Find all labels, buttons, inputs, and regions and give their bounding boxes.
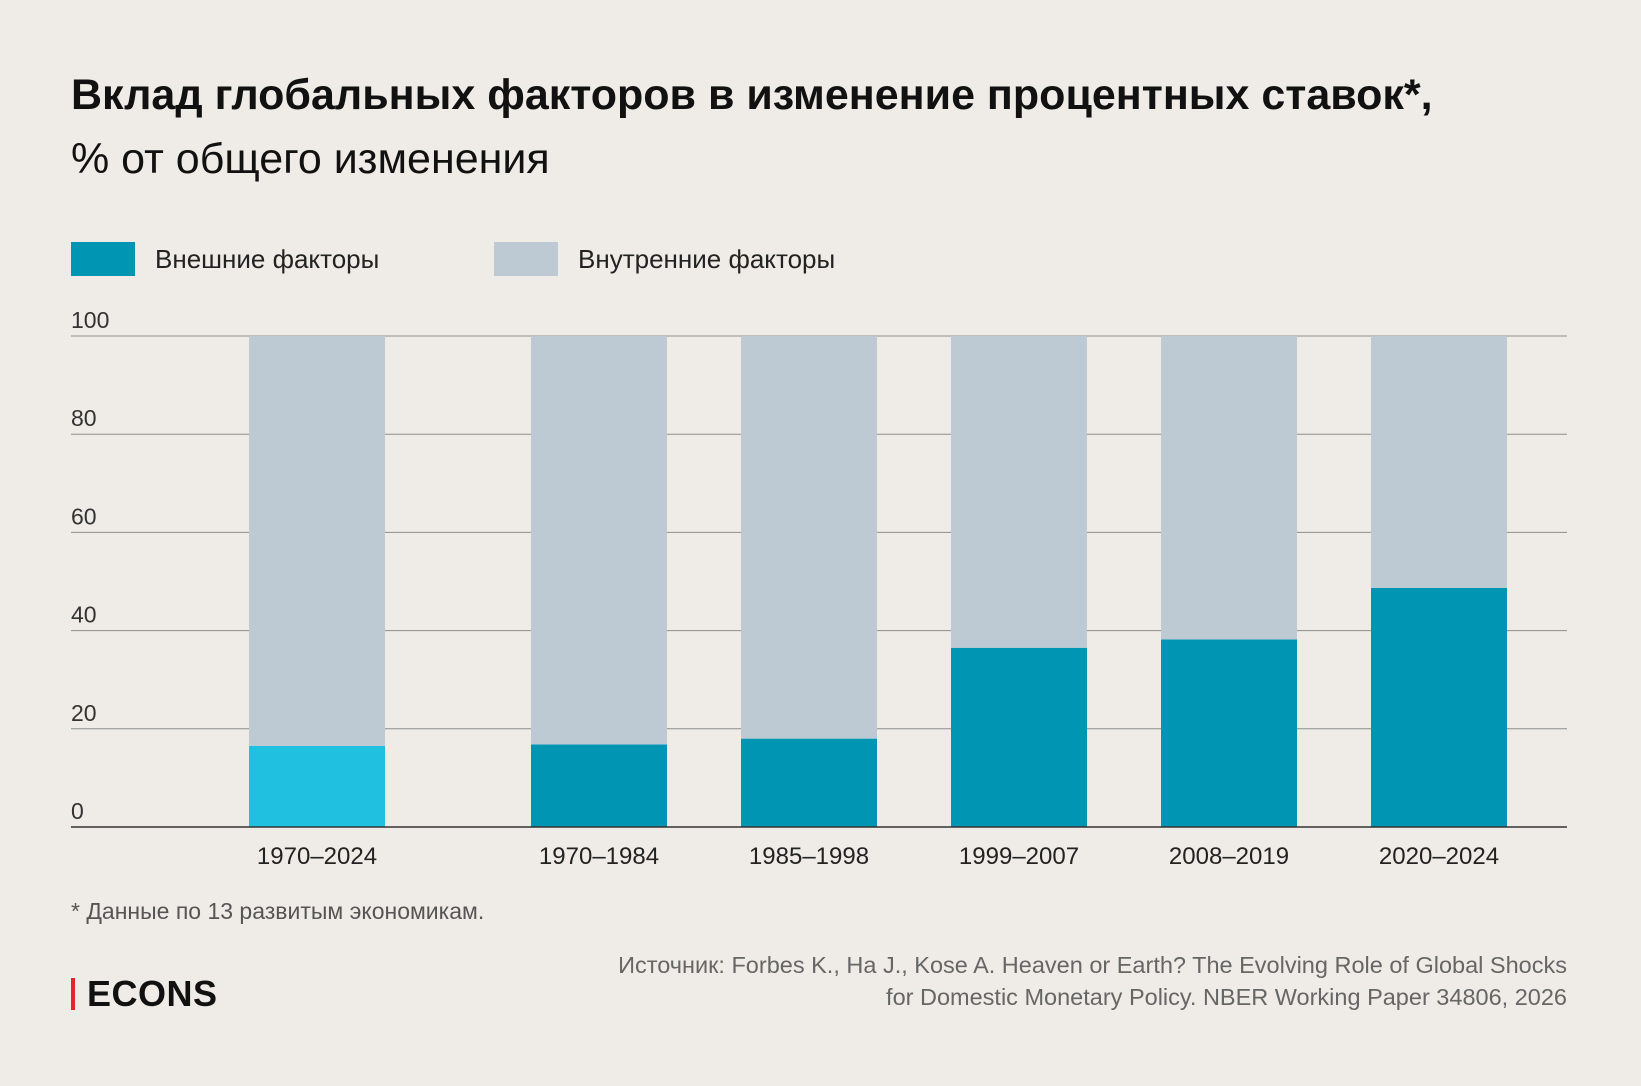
y-tick-label-0: 0 [71,798,84,824]
legend-swatch-internal [494,242,558,276]
legend-label-internal: Внутренние факторы [578,244,836,274]
x-tick-label-3: 1999–2007 [959,843,1079,870]
bar-internal-2 [741,336,877,739]
bar-external-1 [531,744,667,827]
bar-internal-4 [1161,336,1297,640]
source-note: Источник: Forbes K., Ha J., Kose A. Heav… [618,949,1567,1013]
bar-internal-1 [531,336,667,745]
chart-subtitle: % от общего изменения [71,135,550,183]
legend-label-external: Внешние факторы [155,244,380,274]
y-tick-label-20: 20 [71,700,97,726]
bar-external-2 [741,738,877,827]
bar-internal-3 [951,336,1087,648]
x-tick-label-2: 1985–1998 [749,843,869,870]
source-line-2: for Domestic Monetary Policy. NBER Worki… [886,984,1567,1010]
x-tick-label-0: 1970–2024 [257,843,377,870]
x-tick-label-1: 1970–1984 [539,843,659,870]
logo-text: ECONS [87,973,218,1014]
bar-external-0 [249,745,385,827]
bar-internal-0 [249,336,385,746]
source-line-1: Источник: Forbes K., Ha J., Kose A. Heav… [618,952,1567,978]
logo-red-bar [71,978,75,1010]
bar-external-3 [951,647,1087,827]
y-tick-label-100: 100 [71,307,109,333]
x-tick-label-4: 2008–2019 [1169,843,1289,870]
bar-external-4 [1161,639,1297,827]
bar-external-5 [1371,587,1507,827]
y-tick-label-60: 60 [71,503,97,529]
y-tick-label-80: 80 [71,405,97,431]
chart-title: Вклад глобальных факторов в изменение пр… [71,71,1433,119]
x-tick-label-5: 2020–2024 [1379,843,1499,870]
bar-internal-5 [1371,336,1507,588]
footnote: * Данные по 13 развитым экономикам. [71,898,485,924]
y-tick-label-40: 40 [71,602,97,628]
legend-swatch-external [71,242,135,276]
